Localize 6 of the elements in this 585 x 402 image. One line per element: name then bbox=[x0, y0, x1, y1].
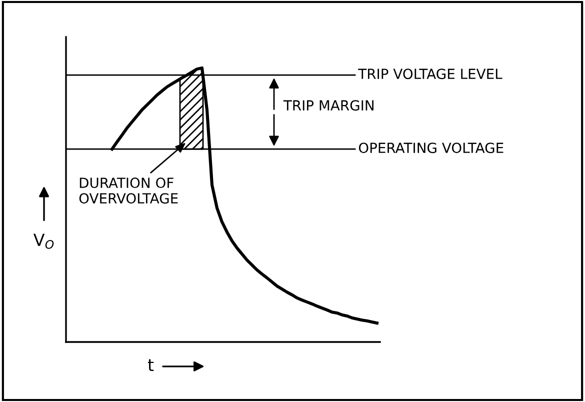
annotation: DURATION OF OVERVOLTAGE bbox=[79, 178, 178, 204]
x-axis-title: t bbox=[148, 359, 154, 371]
ref-line-label: OPERATING VOLTAGE bbox=[358, 142, 504, 154]
ref-line-label: TRIP VOLTAGE LEVEL bbox=[358, 68, 502, 80]
y-axis-title: V$_{O}$ bbox=[33, 234, 54, 249]
annotation: TRIP MARGIN bbox=[283, 100, 374, 111]
